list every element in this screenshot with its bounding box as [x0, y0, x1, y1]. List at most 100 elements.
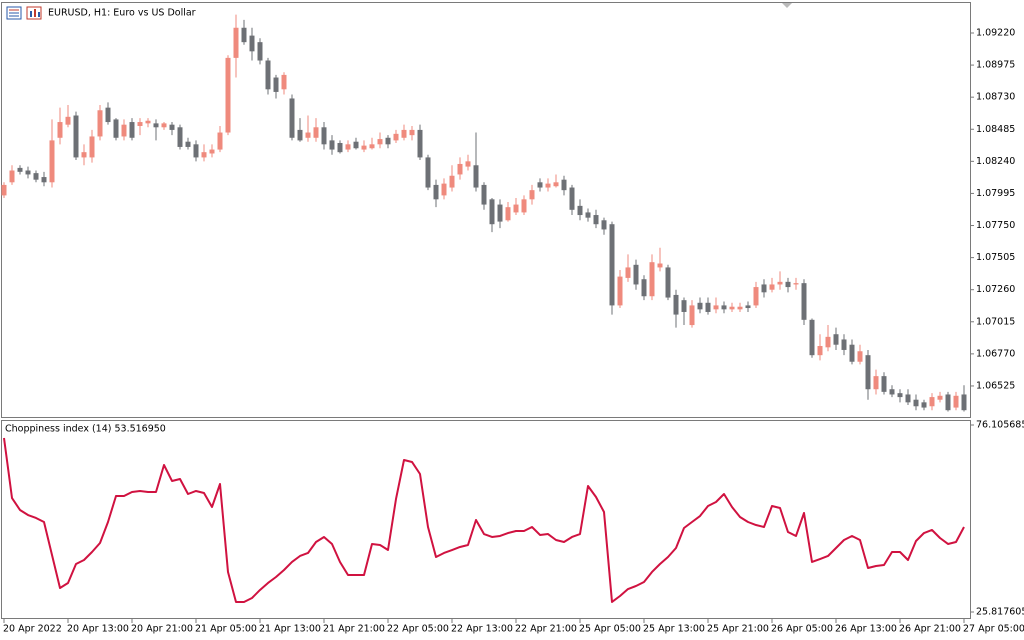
- candle-body: [449, 175, 455, 188]
- candle-body: [281, 74, 287, 90]
- y-tick-label: 1.07505: [976, 252, 1015, 263]
- candle-body: [937, 395, 943, 400]
- y-tick-label: 1.06525: [976, 380, 1015, 391]
- y-tick-label: 1.07015: [976, 316, 1015, 327]
- candle-body: [873, 376, 879, 390]
- candle-body: [113, 119, 119, 138]
- candle-body: [393, 133, 399, 141]
- candle-body: [849, 344, 855, 362]
- candle-body: [473, 165, 479, 188]
- candle-body: [225, 57, 231, 133]
- candle-body: [385, 137, 391, 145]
- x-tick-label: 22 Apr 21:00: [515, 624, 577, 635]
- candle-body: [201, 152, 207, 158]
- candle-body: [737, 306, 743, 310]
- x-tick-label: 22 Apr 13:00: [451, 624, 513, 635]
- candle-body: [73, 115, 79, 158]
- candle-body: [513, 204, 519, 213]
- candle-body: [761, 284, 767, 293]
- candle-body: [97, 110, 103, 137]
- candle-body: [329, 140, 335, 150]
- indicator-title: Choppiness index (14) 53.516950: [5, 424, 166, 435]
- x-tick-label: 20 Apr 2022: [3, 624, 62, 635]
- y-tick-label: 1.08975: [976, 60, 1015, 71]
- candle-body: [801, 283, 807, 320]
- y-tick-label: 1.08240: [976, 156, 1015, 167]
- x-tick-label: 25 Apr 05:00: [579, 624, 641, 635]
- candle-body: [153, 123, 159, 128]
- x-tick-label: 21 Apr 05:00: [195, 624, 257, 635]
- y-tick-label: 25.817605: [976, 607, 1024, 618]
- shift-marker: [782, 3, 792, 8]
- candle-body: [129, 122, 135, 138]
- x-tick-label: 26 Apr 21:00: [899, 624, 961, 635]
- chart-title: EURUSD, H1: Euro vs US Dollar: [48, 8, 196, 19]
- candle-body: [33, 173, 39, 180]
- candle-body: [913, 399, 919, 407]
- candle-body: [825, 336, 831, 348]
- candle-body: [945, 394, 951, 411]
- candle-body: [185, 141, 191, 147]
- candle-body: [25, 170, 31, 175]
- candle-body: [745, 305, 751, 309]
- candle-body: [417, 129, 423, 158]
- candle-body: [49, 140, 55, 183]
- candle-body: [265, 60, 271, 90]
- candle-body: [785, 281, 791, 288]
- candle-body: [361, 145, 367, 150]
- candle-body: [545, 183, 551, 188]
- candle-body: [217, 132, 223, 150]
- candle-body: [377, 139, 383, 145]
- candle-body: [609, 224, 615, 306]
- candle-body: [273, 77, 279, 92]
- candle-body: [489, 199, 495, 225]
- candle-body: [313, 127, 319, 138]
- y-tick-label: 1.09220: [976, 27, 1015, 38]
- candle-body: [81, 152, 87, 158]
- candle-body: [665, 267, 671, 298]
- candle-body: [673, 294, 679, 315]
- candle-body: [89, 136, 95, 158]
- candle-body: [57, 122, 63, 138]
- candle-body: [305, 132, 311, 138]
- candle-body: [713, 305, 719, 310]
- candle-body: [569, 187, 575, 210]
- candle-body: [401, 129, 407, 138]
- indicator-line: [3, 437, 965, 603]
- candle-body: [425, 157, 431, 188]
- candle-body: [617, 276, 623, 306]
- candle-body: [657, 263, 663, 268]
- indicator-panel: [1, 420, 971, 619]
- candle-body: [161, 123, 167, 128]
- candle-body: [753, 287, 759, 306]
- candle-body: [465, 161, 471, 167]
- candle-body: [105, 107, 111, 123]
- candle-body: [1, 184, 7, 196]
- candle-body: [505, 207, 511, 221]
- candle-body: [433, 184, 439, 200]
- x-tick-label: 25 Apr 13:00: [643, 624, 705, 635]
- y-tick-label: 1.07995: [976, 188, 1015, 199]
- y-tick-label: 76.105685: [976, 420, 1024, 431]
- candle-body: [481, 184, 487, 205]
- candle-body: [777, 281, 783, 285]
- candle-body: [721, 305, 727, 310]
- candle-body: [441, 183, 447, 196]
- candle-body: [649, 262, 655, 297]
- candle-body: [865, 355, 871, 390]
- candle-body: [705, 302, 711, 312]
- toolbar-icons: [6, 6, 42, 20]
- candle-body: [593, 215, 599, 225]
- candle-body: [249, 35, 255, 52]
- candle-body: [897, 393, 903, 398]
- candle-body: [297, 129, 303, 141]
- candle-body: [625, 267, 631, 278]
- candle-body: [193, 144, 199, 158]
- candle-body: [953, 395, 959, 408]
- x-tick-label: 26 Apr 13:00: [835, 624, 897, 635]
- candle-body: [497, 204, 503, 222]
- candle-body: [681, 300, 687, 312]
- x-tick-label: 21 Apr 13:00: [259, 624, 321, 635]
